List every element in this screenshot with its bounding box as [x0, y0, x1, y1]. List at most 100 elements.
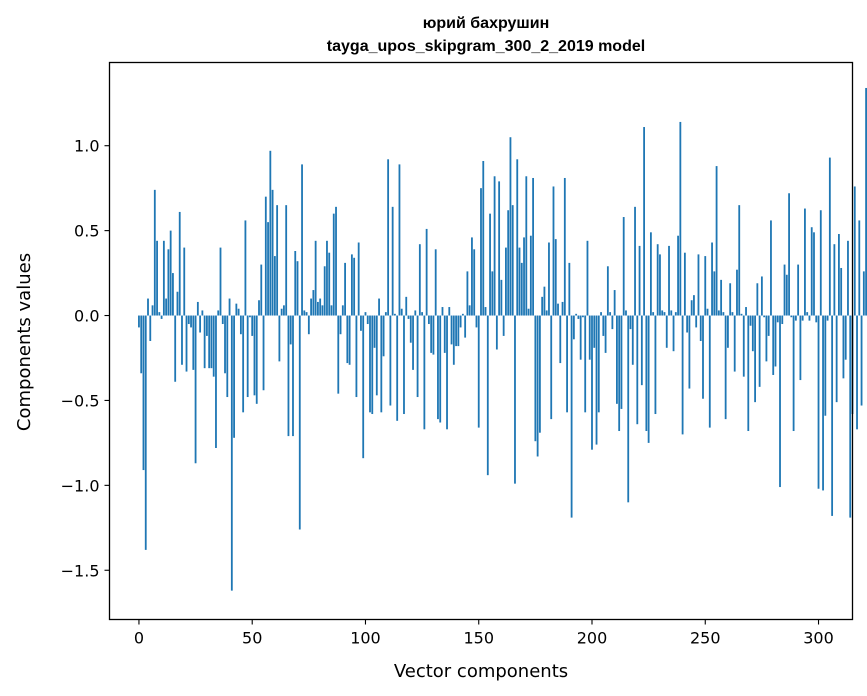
bar-143: [461, 313, 464, 316]
bar-269: [747, 315, 750, 432]
bar-273: [756, 283, 759, 316]
bar-19: [181, 315, 183, 365]
bar-66: [287, 315, 290, 437]
bar-251: [706, 308, 709, 316]
plot-frame: [108, 61, 854, 621]
bar-286: [785, 274, 788, 316]
bar-72: [301, 164, 303, 316]
bar-146: [468, 305, 471, 316]
bar-234: [668, 245, 670, 316]
bar-96: [355, 315, 358, 398]
bar-180: [545, 310, 548, 316]
bar-302: [822, 315, 824, 491]
x-tick-label: 250: [690, 629, 721, 648]
bar-181: [548, 242, 550, 316]
bar-10: [160, 315, 163, 319]
bar-4: [147, 298, 149, 316]
bar-216: [627, 315, 630, 503]
bar-174: [532, 177, 534, 316]
bar-7: [153, 189, 156, 316]
bar-231: [661, 310, 664, 316]
bar-25: [194, 315, 197, 464]
bar-79: [317, 301, 319, 316]
bar-277: [765, 315, 768, 362]
bar-31: [208, 315, 211, 369]
bar-274: [758, 315, 761, 387]
bar-184: [554, 239, 557, 316]
bar-156: [491, 271, 494, 316]
bar-242: [686, 315, 689, 333]
bar-249: [702, 315, 704, 399]
bar-246: [695, 315, 698, 328]
bar-71: [298, 315, 301, 530]
bar-279: [770, 220, 772, 316]
bar-58: [269, 150, 272, 316]
bar-163: [507, 210, 510, 316]
bar-250: [704, 256, 707, 316]
bar-9: [158, 312, 161, 316]
bar-278: [767, 315, 770, 336]
bar-106: [378, 298, 380, 316]
bar-15: [172, 273, 174, 316]
bar-176: [536, 315, 539, 457]
bar-165: [511, 205, 514, 316]
bar-223: [643, 127, 645, 316]
chart-title-line1: юрий бахрушин: [423, 15, 550, 32]
bar-76: [310, 298, 313, 316]
bar-128: [427, 315, 430, 325]
bar-171: [525, 176, 528, 316]
bar-228: [654, 315, 657, 415]
bar-313: [847, 240, 849, 316]
bar-108: [382, 315, 385, 357]
bar-30: [206, 315, 208, 336]
y-ticks: 1.0 0.5 0.0 −0.5 −1.0 −1.5: [61, 137, 110, 580]
bar-11: [162, 240, 165, 316]
bar-198: [586, 240, 589, 316]
bar-164: [509, 137, 512, 316]
bar-177: [538, 315, 541, 433]
bar-100: [364, 312, 367, 316]
bar-166: [514, 315, 516, 484]
bar-104: [373, 315, 376, 348]
bar-141: [457, 315, 460, 347]
bar-211: [616, 315, 618, 404]
bar-183: [552, 186, 555, 316]
bar-95: [353, 257, 356, 316]
bar-118: [405, 296, 408, 316]
bar-37: [221, 315, 224, 325]
bar-122: [414, 310, 417, 316]
bar-138: [450, 315, 453, 345]
bar-170: [523, 237, 525, 316]
bar-200: [591, 315, 593, 450]
bar-276: [763, 315, 766, 318]
bar-111: [389, 315, 392, 406]
bar-239: [679, 121, 682, 316]
bar-255: [715, 166, 718, 316]
bar-132: [437, 315, 439, 420]
bar-307: [833, 244, 836, 316]
bar-298: [813, 232, 815, 316]
bar-173: [529, 235, 532, 316]
bar-172: [527, 308, 530, 316]
bar-45: [239, 315, 242, 335]
bar-266: [740, 313, 743, 316]
y-tick-label: −0.5: [61, 391, 100, 410]
bar-5: [149, 315, 152, 341]
bar-48: [246, 315, 249, 398]
bar-194: [577, 315, 580, 319]
bar-24: [192, 315, 195, 370]
bar-159: [498, 181, 501, 316]
bar-13: [167, 249, 170, 316]
bar-265: [738, 205, 741, 316]
bar-70: [296, 261, 299, 316]
bar-149: [475, 315, 478, 328]
bar-168: [518, 247, 521, 316]
bar-17: [176, 291, 179, 316]
bar-137: [448, 307, 451, 316]
bar-308: [835, 315, 838, 403]
bar-272: [754, 315, 756, 403]
bar-290: [794, 315, 797, 321]
bar-182: [550, 315, 553, 420]
bar-148: [473, 249, 476, 316]
bar-311: [842, 315, 845, 379]
